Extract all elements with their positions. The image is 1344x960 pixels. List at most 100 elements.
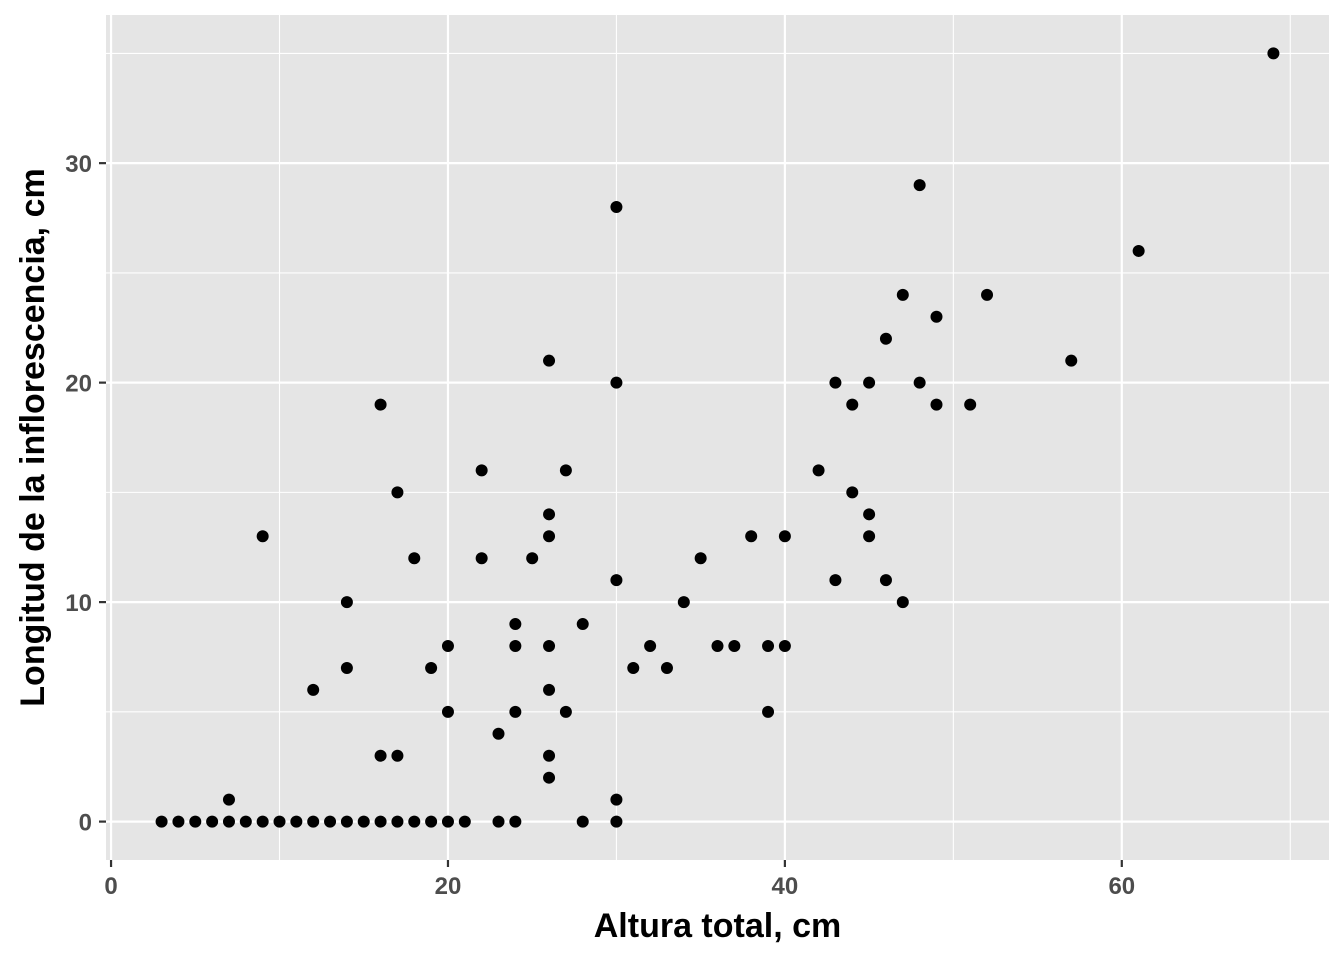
x-tick-label: 20: [435, 873, 462, 900]
data-point: [206, 815, 219, 828]
data-point: [526, 552, 539, 565]
data-point: [1267, 47, 1280, 60]
y-tick-label: 20: [65, 371, 92, 398]
data-point: [425, 815, 438, 828]
data-point: [964, 398, 977, 411]
x-axis-title: Altura total, cm: [594, 907, 841, 945]
data-point: [660, 661, 673, 674]
plot-panel: [106, 15, 1329, 860]
data-point: [610, 793, 623, 806]
data-point: [189, 815, 202, 828]
data-point: [475, 464, 488, 477]
data-point: [408, 552, 421, 565]
data-point: [391, 815, 404, 828]
data-point: [543, 771, 556, 784]
data-point: [981, 288, 994, 301]
data-point: [374, 749, 387, 762]
x-axis-ticks: 0 20 40 60: [104, 860, 1135, 900]
data-point: [930, 398, 943, 411]
data-point: [425, 661, 438, 674]
data-point: [930, 310, 943, 323]
data-points: [155, 47, 1280, 828]
y-tick-label: 0: [79, 810, 92, 837]
y-tick-label: 10: [65, 590, 92, 617]
data-point: [543, 354, 556, 367]
data-point: [576, 815, 589, 828]
data-point: [441, 640, 454, 653]
data-point: [492, 727, 505, 740]
data-point: [391, 749, 404, 762]
x-tick-label: 60: [1108, 873, 1135, 900]
data-point: [408, 815, 421, 828]
y-axis-ticks: 0 10 20 30: [65, 151, 106, 837]
data-point: [762, 640, 775, 653]
data-point: [913, 179, 926, 192]
data-point: [610, 201, 623, 214]
data-point: [441, 815, 454, 828]
data-point: [222, 815, 235, 828]
data-point: [155, 815, 168, 828]
y-axis-title: Longitud de la inflorescencia, cm: [14, 168, 52, 706]
data-point: [711, 640, 724, 653]
x-tick-label: 40: [772, 873, 799, 900]
data-point: [256, 815, 269, 828]
data-point: [239, 815, 252, 828]
data-point: [509, 618, 522, 631]
data-point: [778, 530, 791, 543]
data-point: [1132, 244, 1145, 257]
data-point: [694, 552, 707, 565]
data-point: [475, 552, 488, 565]
data-point: [307, 683, 320, 696]
data-point: [273, 815, 286, 828]
data-point: [559, 464, 572, 477]
data-point: [374, 398, 387, 411]
data-point: [1065, 354, 1078, 367]
data-point: [559, 705, 572, 718]
data-point: [172, 815, 185, 828]
data-point: [458, 815, 471, 828]
data-point: [391, 486, 404, 499]
data-point: [290, 815, 303, 828]
data-point: [812, 464, 825, 477]
data-point: [374, 815, 387, 828]
data-point: [610, 815, 623, 828]
data-point: [543, 508, 556, 521]
data-point: [340, 596, 353, 609]
data-point: [762, 705, 775, 718]
data-point: [896, 288, 909, 301]
data-point: [728, 640, 741, 653]
data-point: [745, 530, 758, 543]
data-point: [441, 705, 454, 718]
data-point: [863, 508, 876, 521]
data-point: [509, 705, 522, 718]
data-point: [879, 574, 892, 587]
data-point: [576, 618, 589, 631]
data-point: [324, 815, 337, 828]
data-point: [829, 574, 842, 587]
data-point: [307, 815, 320, 828]
major-gridlines: [106, 15, 1329, 860]
data-point: [543, 749, 556, 762]
data-point: [627, 661, 640, 674]
data-point: [863, 530, 876, 543]
data-point: [778, 640, 791, 653]
data-point: [879, 332, 892, 345]
data-point: [492, 815, 505, 828]
data-point: [543, 683, 556, 696]
data-point: [543, 530, 556, 543]
data-point: [256, 530, 269, 543]
data-point: [846, 398, 859, 411]
data-point: [340, 815, 353, 828]
data-point: [644, 640, 657, 653]
data-point: [913, 376, 926, 389]
data-point: [357, 815, 370, 828]
data-point: [340, 661, 353, 674]
data-point: [846, 486, 859, 499]
data-point: [222, 793, 235, 806]
y-tick-label: 30: [65, 151, 92, 178]
data-point: [896, 596, 909, 609]
x-tick-label: 0: [104, 873, 117, 900]
data-point: [610, 376, 623, 389]
data-point: [610, 574, 623, 587]
